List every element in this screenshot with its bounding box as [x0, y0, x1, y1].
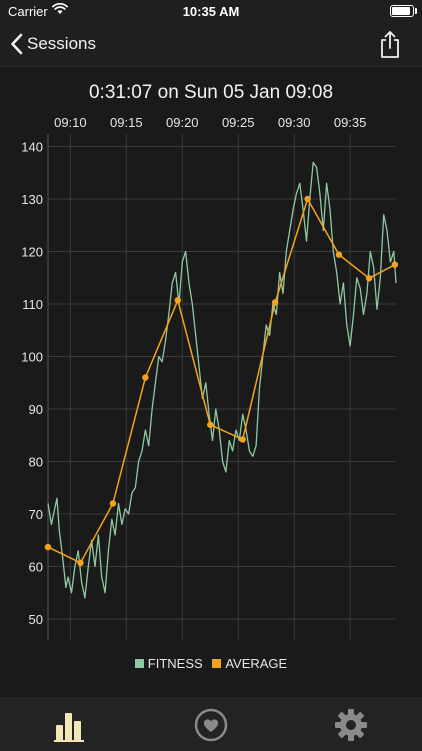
average-point [77, 559, 84, 567]
tab-heart[interactable] [193, 707, 229, 743]
y-tick-label: 60 [29, 560, 43, 575]
legend-fitness-label: FITNESS [147, 656, 203, 671]
bar-chart-icon [54, 713, 84, 742]
average-point [271, 299, 279, 306]
y-tick-label: 100 [21, 350, 43, 365]
heart-rate-chart: 09:10 09:15 09:20 09:25 09:30 09:35 50 60 70 80 9… [21, 115, 399, 640]
average-point [391, 261, 399, 268]
wifi-icon [52, 2, 68, 18]
y-tick-label: 140 [21, 140, 43, 155]
legend-average: AVERAGE [212, 656, 287, 671]
average-point [207, 421, 214, 428]
legend-fitness-swatch [134, 659, 144, 668]
average-point [109, 500, 117, 507]
average-point [142, 374, 149, 381]
tab-settings[interactable] [333, 707, 369, 743]
carrier-label: Carrier [8, 4, 48, 19]
y-tick-label: 90 [29, 402, 43, 417]
y-tick-label: 120 [21, 245, 43, 260]
x-tick-label: 09:35 [334, 115, 367, 130]
navigation-bar: Sessions [0, 22, 422, 67]
heart-icon [194, 708, 228, 742]
share-button[interactable] [378, 29, 402, 59]
y-tick-label: 80 [29, 455, 43, 470]
legend-average-label: AVERAGE [225, 656, 288, 671]
x-tick-label: 09:20 [166, 115, 199, 130]
y-tick-label: 110 [22, 297, 43, 312]
x-tick-label: 09:15 [110, 115, 143, 130]
battery-icon [390, 5, 417, 17]
y-tick-label: 130 [21, 192, 43, 207]
y-tick-label: 70 [29, 507, 43, 522]
legend-average-swatch [212, 659, 222, 668]
series-line-fitness [47, 161, 397, 599]
back-label: Sessions [27, 34, 96, 53]
average-point [44, 543, 52, 551]
x-tick-label: 09:10 [54, 115, 87, 130]
gear-icon [335, 709, 367, 741]
average-point [304, 195, 311, 203]
y-tick-label: 50 [29, 612, 43, 627]
average-point [174, 297, 182, 304]
average-point [239, 436, 246, 443]
series-line-average [47, 198, 396, 564]
share-icon [381, 31, 399, 58]
x-tick-label: 09:25 [222, 115, 255, 130]
legend-fitness: FITNESS [134, 656, 203, 671]
average-point [335, 251, 343, 258]
status-bar: Carrier 10:35 AM [0, 0, 422, 22]
back-button[interactable]: Sessions [10, 32, 96, 56]
status-time: 10:35 AM [182, 4, 240, 19]
chevron-left-icon [11, 33, 23, 55]
tab-bar [0, 698, 422, 751]
chart-legend: FITNESS AVERAGE [0, 656, 422, 671]
tab-stats[interactable] [52, 707, 88, 743]
session-title: 0:31:07 on Sun 05 Jan 09:08 [88, 82, 334, 103]
x-tick-label: 09:30 [278, 115, 311, 130]
average-point [365, 275, 373, 282]
